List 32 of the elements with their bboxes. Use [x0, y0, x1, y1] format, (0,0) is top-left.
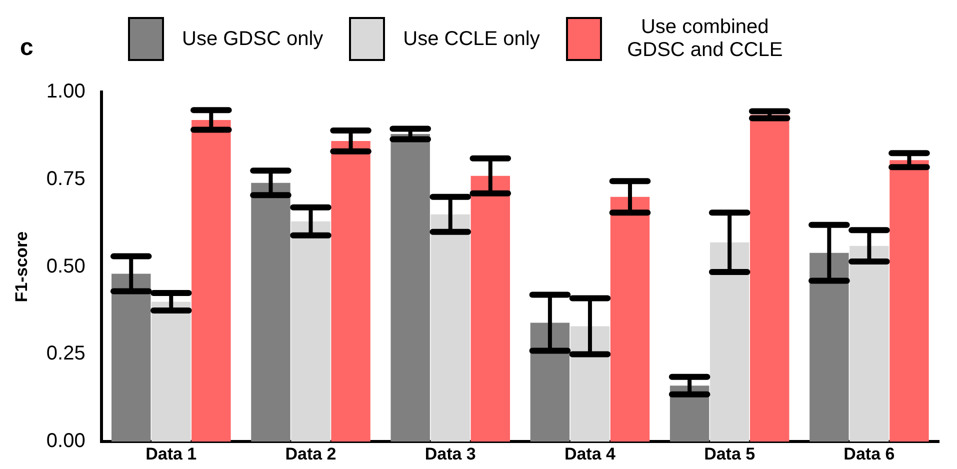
y-tick-label: 0.75	[46, 168, 86, 190]
legend-label: Use GDSC only	[182, 28, 324, 50]
legend-label: Use CCLE only	[403, 28, 540, 50]
x-tick-label: Data 4	[564, 444, 616, 464]
bar	[390, 134, 430, 442]
x-tick-label: Data 1	[146, 444, 197, 464]
bar	[112, 274, 151, 442]
x-tick-label: Data 2	[285, 444, 336, 464]
x-tick-label: Data 3	[424, 444, 476, 464]
bar	[291, 221, 330, 442]
bar	[152, 302, 191, 442]
y-tick-label: 0.50	[46, 255, 86, 278]
bar	[850, 246, 889, 442]
bar	[331, 140, 370, 442]
chart-title: c	[20, 34, 34, 62]
bar	[251, 182, 290, 442]
legend-label: Use combined GDSC and CCLE	[626, 16, 784, 62]
bar	[470, 176, 510, 442]
bar	[810, 252, 849, 442]
y-tick-label: 0.00	[46, 430, 86, 452]
y-tick-label: 0.25	[46, 342, 86, 365]
bar	[530, 322, 570, 442]
x-tick-label: Data 6	[844, 444, 895, 464]
y-tick-label: 1.00	[46, 80, 86, 103]
y-axis-title: F1-score	[12, 231, 31, 302]
bar	[710, 242, 750, 442]
bar	[610, 196, 650, 442]
x-tick-label: Data 5	[704, 444, 756, 464]
bar	[570, 326, 610, 442]
bar	[890, 160, 929, 442]
bar	[192, 120, 231, 442]
bar	[430, 214, 470, 442]
